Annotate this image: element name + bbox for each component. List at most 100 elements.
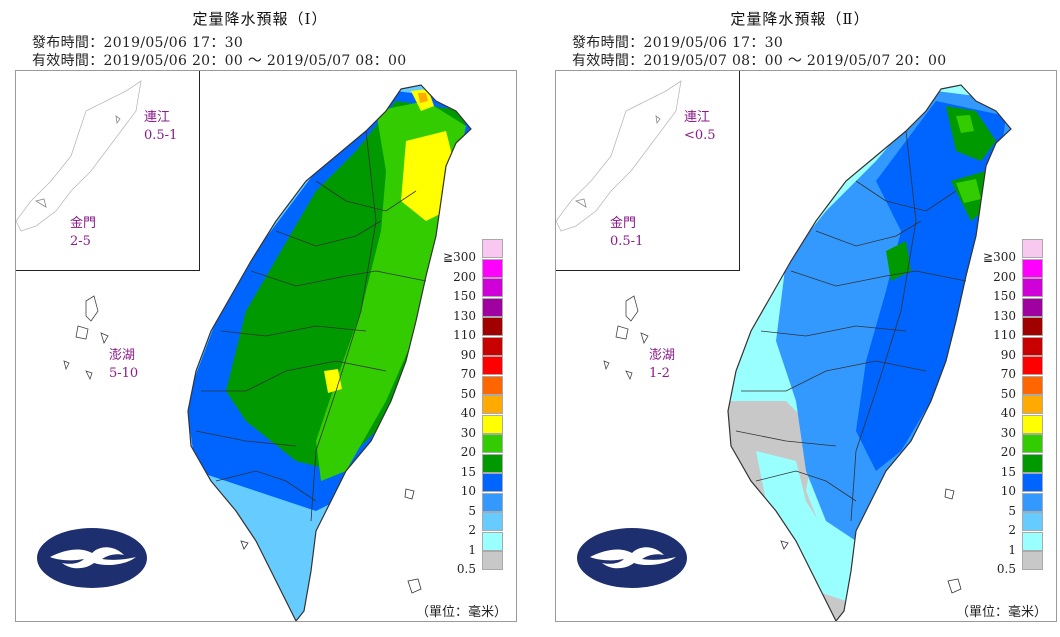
legend-tick-label: 30 [1000,425,1016,440]
legend-swatch [482,414,503,434]
matsu-label: 連江 <0.5 [684,110,716,143]
legend-swatch [1022,317,1043,336]
map-frame: 連江 <0.5 金門 0.5-1 澎湖 1-2 ≧300 200 150 130 110… [555,70,1057,622]
legend-swatch [482,512,503,531]
valid-time: 有效時間：2019/05/06 20：00 〜 2019/05/07 08：00 [32,53,407,69]
legend-swatch [1022,239,1043,258]
offshore-inset: 連江 <0.5 金門 0.5-1 [556,71,740,271]
legend-swatch [482,434,503,453]
legend-tick-label: 40 [1000,406,1016,420]
legend-tick-label: 15 [460,464,476,479]
legend-tick-label: 90 [460,347,476,362]
unit-label: （單位：毫米） [956,605,1048,620]
legend-tick-label: 5 [1008,503,1016,518]
legend-swatch [482,453,503,473]
legend-swatch [1022,531,1043,551]
cwb-logo-icon [577,528,687,588]
legend-swatch [482,239,503,258]
county-boundaries [187,84,472,621]
legend-tick-label: 70 [460,367,476,381]
forecast-panel-1: 定量降水預報（Ⅰ） 發布時間：2019/05/06 17：30 有效時間：201… [0,0,520,637]
legend-tick-label: 5 [468,503,476,518]
rainfall-map [63,84,472,621]
legend-tick-label: 70 [1000,367,1016,381]
legend-swatch [1022,297,1043,317]
legend-tick-label: 200 [993,269,1016,284]
inset-coastline [16,80,142,232]
matsu-label: 連江 0.5-1 [144,110,178,143]
legend-swatch [482,258,503,278]
legend-tick-label: 10 [1000,484,1016,498]
legend-swatch [482,375,503,395]
legend-tick-label: 130 [993,308,1016,323]
legend-swatch [482,297,503,317]
panel-title: 定量降水預報（Ⅱ） [730,10,870,28]
legend-swatch [1022,551,1043,570]
legend-tick-label: 110 [993,328,1016,342]
legend-tick-label: 40 [460,406,476,420]
region-rain-30a [401,131,456,221]
legend-swatch [482,395,503,414]
legend-swatch [1022,492,1043,512]
region-rain-1 [756,451,856,601]
panel-title: 定量降水預報（Ⅰ） [192,10,328,28]
penghu-label: 澎湖 1-2 [649,348,676,381]
legend-tick-label: 110 [453,328,476,342]
legend-tick-label: 130 [453,308,476,323]
legend-tick-label: 0.5 [456,562,476,576]
kinmen-label: 金門 2-5 [70,216,97,249]
valid-time: 有效時間：2019/05/07 08：00 〜 2019/05/07 20：00 [572,53,947,69]
rainfall-map [603,84,1012,621]
legend-swatch [1022,453,1043,473]
forecast-panel-2: 定量降水預報（Ⅱ） 發布時間：2019/05/06 17：30 有效時間：201… [540,0,1060,637]
legend-tick-label: 150 [993,289,1016,303]
legend-tick-label: 2 [468,523,476,537]
penghu-islands [603,295,649,381]
legend-swatch [1022,434,1043,453]
legend-tick-label: ≧300 [443,250,476,264]
penghu-islands [63,295,109,381]
legend-swatch [482,317,503,336]
legend-tick-label: 1 [1008,542,1016,557]
legend-swatch [482,551,503,570]
legend-swatch [1022,473,1043,492]
penghu-label: 澎湖 5-10 [109,348,139,381]
legend-tick-label: ≧300 [983,250,1016,264]
region-rain-15c [886,241,911,281]
legend-swatch [482,492,503,512]
unit-label: （單位：毫米） [416,605,508,620]
issued-time: 發布時間：2019/05/06 17：30 [572,35,784,51]
legend-tick-label: 90 [1000,347,1016,362]
legend-swatch [1022,356,1043,375]
county-boundaries [727,84,1012,621]
legend-tick-label: 1 [468,542,476,557]
legend-swatch [1022,258,1043,278]
legend-tick-label: 50 [460,386,476,401]
inset-coastline [556,80,682,232]
legend-tick-label: 150 [453,289,476,303]
legend-swatch [482,531,503,551]
legend-swatch [482,356,503,375]
legend-tick-label: 2 [1008,523,1016,537]
legend-swatch [1022,395,1043,414]
region-rain-20a [956,179,981,203]
kinmen-label: 金門 0.5-1 [610,216,644,249]
legend-tick-label: 20 [460,445,476,459]
legend-tick-label: 15 [1000,464,1016,479]
legend-swatch [1022,375,1043,395]
legend-swatch [1022,336,1043,356]
legend-tick-label: 200 [453,269,476,284]
legend-swatch [482,473,503,492]
legend-tick-label: 10 [460,484,476,498]
legend-swatch [482,278,503,297]
region-rain-40 [418,93,428,103]
issued-time: 發布時間：2019/05/06 17：30 [32,35,244,51]
region-rain-20b [956,115,974,133]
legend-swatch [1022,414,1043,434]
legend-tick-label: 30 [460,425,476,440]
cwb-logo-icon [37,528,147,588]
legend-tick-label: 50 [1000,386,1016,401]
legend-tick-label: 20 [1000,445,1016,459]
legend-swatch [1022,278,1043,297]
legend-tick-label: 0.5 [996,562,1016,576]
